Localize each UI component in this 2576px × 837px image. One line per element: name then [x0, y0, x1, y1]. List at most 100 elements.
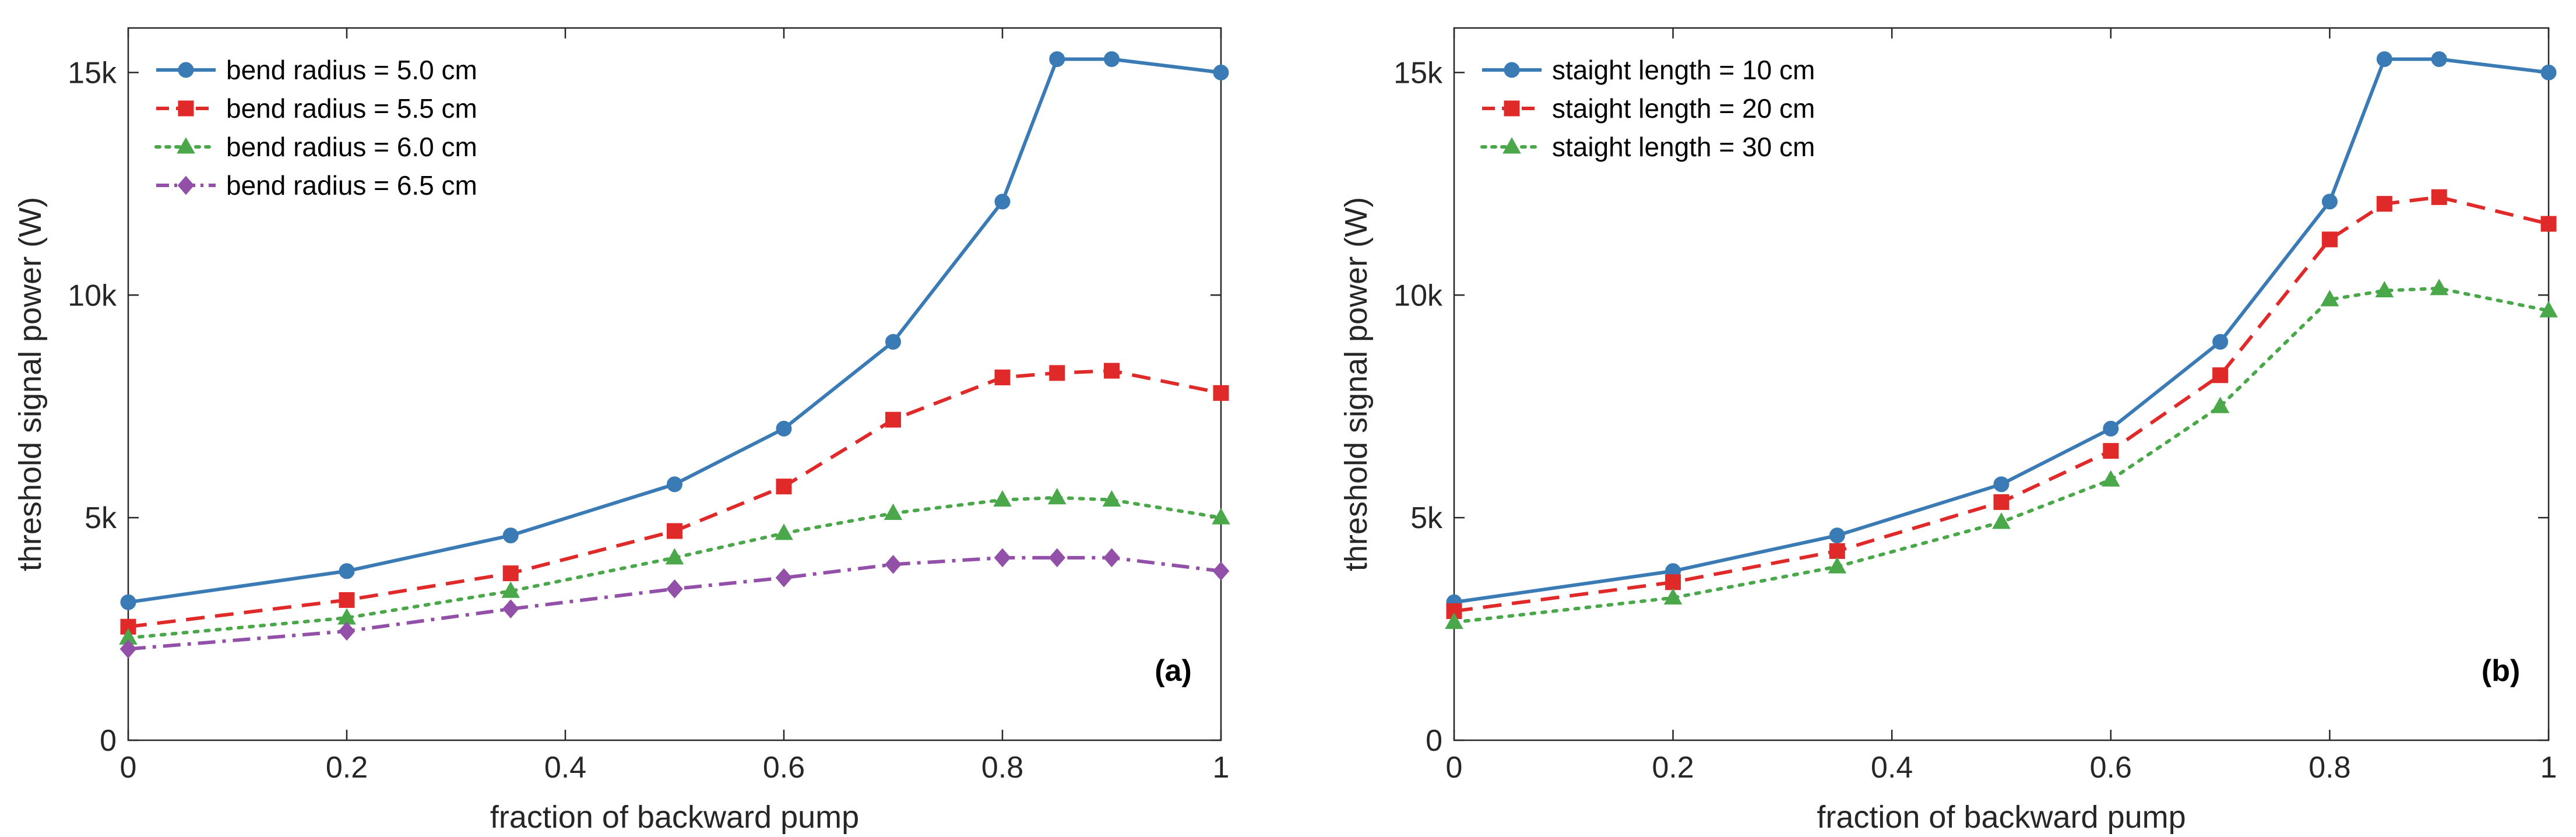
data-point [1993, 476, 2010, 493]
x-tick-label: 0 [1446, 751, 1463, 785]
series-line [126, 495, 1223, 640]
legend-label: bend radius = 6.0 cm [226, 132, 477, 162]
data-point [2540, 64, 2557, 80]
data-point [2375, 280, 2394, 298]
legend-item: staight length = 30 cm [1480, 132, 1815, 162]
data-point [2103, 420, 2119, 437]
legend-marker [1504, 62, 1520, 78]
data-point [1828, 557, 1847, 574]
panel-label: (a) [1155, 654, 1192, 688]
legend-marker [1502, 137, 1521, 154]
x-tick-label: 0.6 [763, 751, 805, 785]
y-axis-title: threshold signal power (W) [13, 197, 48, 571]
data-point [502, 527, 519, 544]
data-point [1829, 527, 1845, 544]
data-point [2376, 196, 2392, 212]
x-axis-title: fraction of backward pump [490, 800, 859, 835]
x-axis-title: fraction of backward pump [1817, 800, 2186, 835]
legend-item: staight length = 20 cm [1482, 93, 1815, 124]
series-4 [119, 548, 1230, 659]
legend-item: bend radius = 6.0 cm [154, 132, 477, 162]
data-point [2540, 216, 2557, 232]
legend-marker [177, 137, 195, 154]
data-point [1213, 385, 1229, 401]
y-tick-label: 10k [68, 279, 117, 312]
legend-item: staight length = 10 cm [1482, 55, 1815, 85]
data-point [1048, 548, 1066, 568]
data-point [2321, 231, 2338, 248]
legend-label: bend radius = 5.0 cm [226, 55, 477, 85]
data-point [776, 420, 792, 437]
data-point [1102, 490, 1121, 507]
data-point [2321, 194, 2338, 210]
series-1 [120, 51, 1229, 610]
series-line [128, 369, 1222, 629]
chart-panel-b: 0 0.2 0.4 0.6 0.8 1 0 5k 10k 15k fraction of backw… [1339, 27, 2558, 835]
series-line [1454, 195, 2549, 613]
legend-item: bend radius = 6.5 cm [156, 170, 477, 201]
y-axis-title: threshold signal power (W) [1339, 197, 1374, 571]
data-point [501, 581, 520, 598]
series-2 [1446, 189, 2557, 620]
data-point [1445, 612, 1463, 629]
data-point [994, 194, 1011, 210]
data-point [2320, 290, 2339, 307]
data-point [885, 333, 901, 350]
data-point [1665, 574, 1681, 590]
data-point [120, 594, 136, 610]
data-point [667, 476, 682, 493]
y-tick-label: 0 [1426, 724, 1442, 758]
x-tick-label: 0.8 [981, 751, 1023, 785]
y-tick-label: 5k [1410, 501, 1443, 535]
data-point [502, 599, 519, 619]
legend-label: staight length = 10 cm [1552, 55, 1815, 85]
legend-item: bend radius = 5.0 cm [156, 55, 477, 85]
x-tick-label: 0 [120, 751, 137, 785]
data-point [1049, 365, 1065, 381]
data-point [885, 412, 901, 428]
y-tick-label: 15k [68, 56, 117, 90]
y-tick-label: 15k [1393, 56, 1443, 90]
data-point [1103, 548, 1120, 568]
x-tick-label: 1 [2540, 751, 2557, 785]
data-point [885, 554, 902, 574]
legend-marker [178, 62, 194, 78]
data-point [1212, 508, 1230, 525]
legend-label: staight length = 30 cm [1552, 132, 1815, 162]
data-point [338, 621, 356, 641]
data-point [1212, 561, 1230, 581]
data-point [1049, 51, 1065, 67]
series-line [128, 555, 1222, 651]
data-point [776, 479, 792, 495]
data-point [1993, 494, 2010, 510]
data-point [2103, 443, 2119, 459]
data-point [2376, 51, 2392, 67]
data-point [339, 563, 355, 579]
x-tick-label: 0.2 [1652, 751, 1694, 785]
x-tick-label: 1 [1213, 751, 1230, 785]
legend-marker [177, 175, 195, 195]
legend-label: bend radius = 6.5 cm [226, 170, 477, 201]
y-tick-label: 0 [100, 724, 117, 758]
y-tick-label: 5k [85, 501, 117, 535]
data-point [667, 523, 682, 539]
x-tick-label: 0.8 [2308, 751, 2350, 785]
x-tick-label: 0.6 [2090, 751, 2132, 785]
legend-marker [1504, 100, 1520, 117]
data-point [2212, 367, 2229, 384]
series-2 [120, 363, 1229, 635]
data-point [994, 548, 1011, 568]
data-point [2539, 301, 2558, 318]
data-point [775, 568, 793, 588]
data-point [1663, 588, 1683, 605]
x-tick-label: 0.4 [544, 751, 586, 785]
plot-area [127, 27, 1222, 741]
data-point [994, 370, 1011, 386]
plot-area [1453, 27, 2550, 741]
data-point [775, 523, 793, 540]
panel-label: (b) [2482, 654, 2520, 688]
data-point [666, 579, 683, 599]
data-point [1829, 543, 1845, 559]
data-point [1047, 488, 1067, 505]
